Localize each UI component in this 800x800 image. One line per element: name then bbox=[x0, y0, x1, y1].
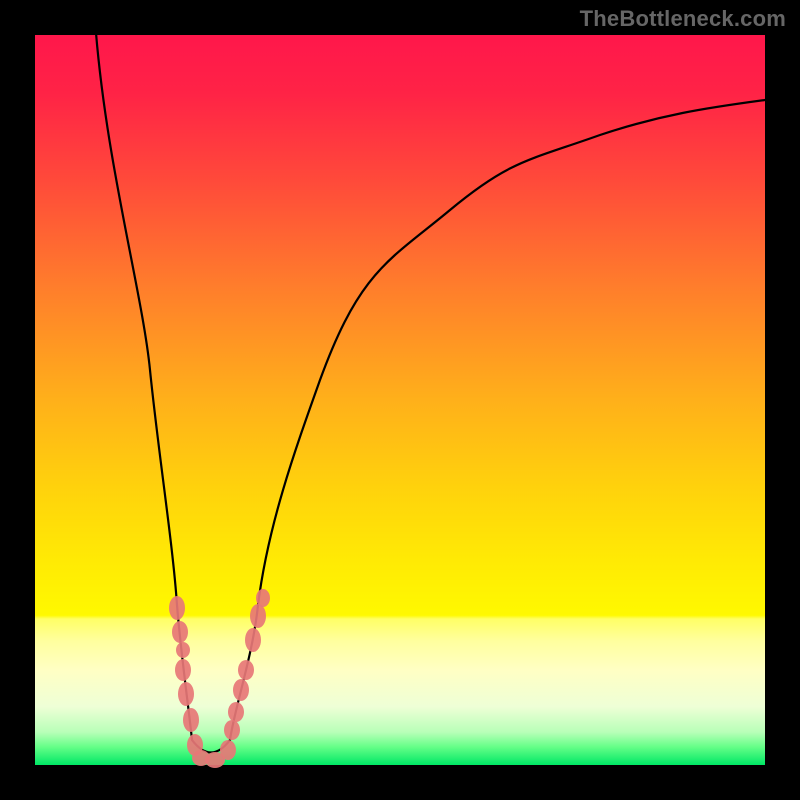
data-marker bbox=[183, 708, 199, 732]
data-marker bbox=[238, 660, 254, 680]
curve-layer bbox=[0, 0, 800, 800]
data-marker bbox=[228, 702, 244, 722]
watermark-text: TheBottleneck.com bbox=[580, 6, 786, 32]
data-marker bbox=[250, 604, 266, 628]
data-marker bbox=[224, 720, 240, 740]
data-marker bbox=[176, 642, 190, 658]
bottleneck-curve bbox=[95, 20, 765, 753]
data-marker bbox=[172, 621, 188, 643]
outer-frame: TheBottleneck.com bbox=[0, 0, 800, 800]
data-marker bbox=[233, 679, 249, 701]
data-marker bbox=[169, 596, 185, 620]
data-marker bbox=[220, 740, 236, 760]
data-marker bbox=[175, 659, 191, 681]
data-marker bbox=[178, 682, 194, 706]
data-marker bbox=[245, 628, 261, 652]
data-marker bbox=[256, 589, 270, 607]
data-markers bbox=[169, 589, 270, 768]
